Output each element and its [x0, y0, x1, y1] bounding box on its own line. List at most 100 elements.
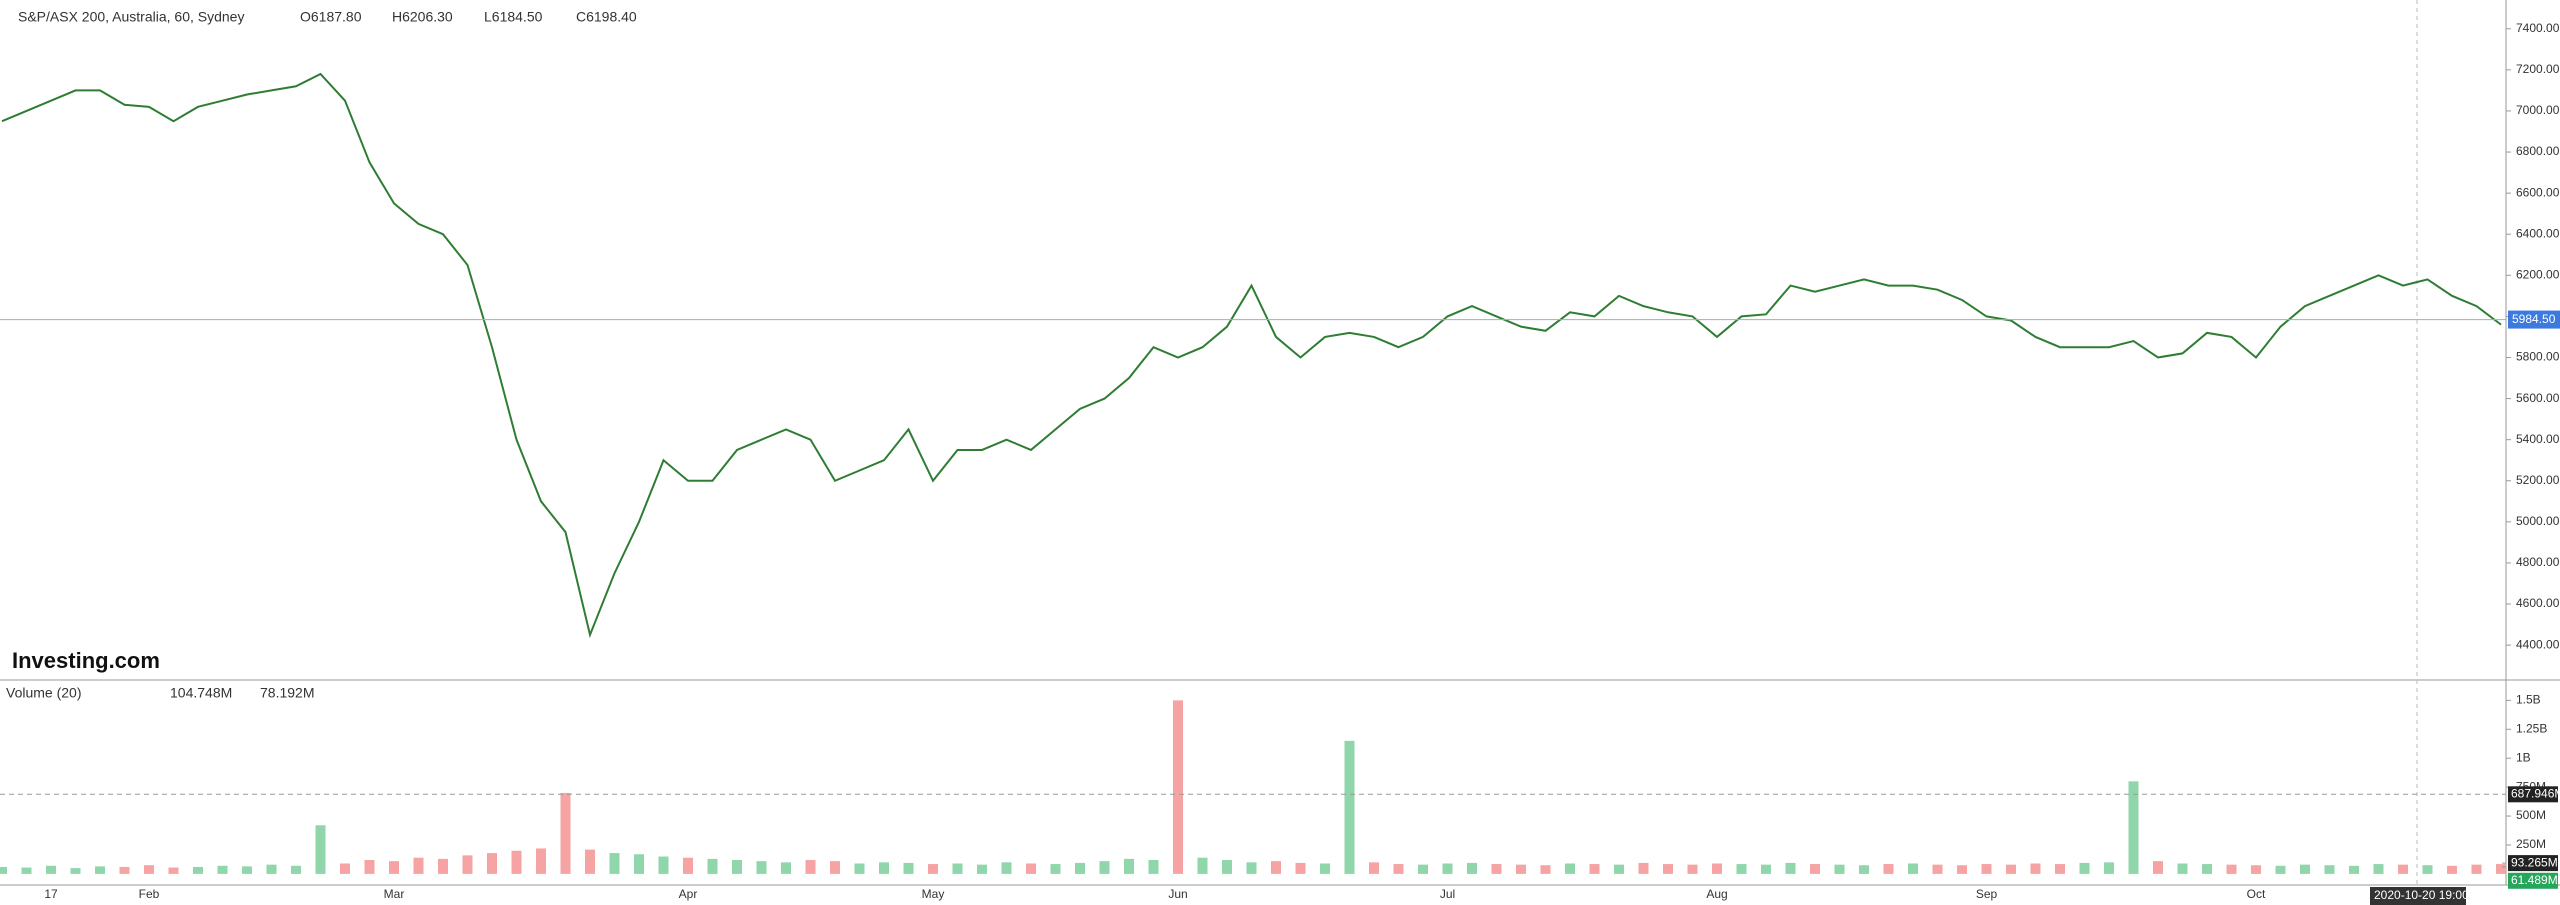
volume-bar — [2079, 862, 2090, 874]
x-tick-label: Oct — [2247, 887, 2266, 901]
volume-bar — [2226, 864, 2237, 874]
volume-bar — [46, 865, 56, 874]
volume-bar — [315, 825, 326, 874]
volume-bar — [144, 865, 154, 874]
y-tick-label: 6600.00 — [2516, 185, 2560, 199]
y-tick-label: 6800.00 — [2516, 144, 2560, 158]
x-tick-label: 17 — [44, 887, 58, 901]
volume-bar — [462, 855, 473, 874]
volume-bar — [2447, 865, 2457, 874]
y-tick-label: 4600.00 — [2516, 596, 2560, 610]
volume-bar — [952, 863, 963, 874]
volume-bar — [536, 848, 546, 874]
volume-bar — [683, 857, 693, 874]
y-tick-label: 5600.00 — [2516, 391, 2560, 405]
volume-bar — [1393, 864, 1404, 874]
ohlc-value: L6184.50 — [484, 9, 543, 25]
volume-bar — [1320, 863, 1330, 874]
last-price-label: 5984.50 — [2512, 312, 2556, 326]
volume-bar — [2104, 862, 2114, 874]
y-tick-label: 4400.00 — [2516, 637, 2560, 651]
volume-bar — [1663, 864, 1673, 874]
volume-bar — [2373, 864, 2384, 874]
y-tick-label: 500M — [2516, 808, 2546, 822]
volume-bar — [1418, 864, 1428, 874]
volume-bar — [1859, 865, 1869, 874]
volume-title: Volume (20) — [6, 685, 81, 701]
volume-bar — [1712, 863, 1722, 874]
volume-bar — [291, 865, 301, 874]
volume-bar — [70, 868, 81, 874]
volume-bar — [2030, 863, 2041, 874]
volume-bar — [2349, 865, 2359, 874]
volume-bar — [756, 861, 767, 874]
volume-bar — [1785, 862, 1796, 874]
volume-bar — [2496, 864, 2506, 874]
volume-bar — [781, 862, 791, 874]
y-tick-label: 5400.00 — [2516, 432, 2560, 446]
volume-bar — [2422, 865, 2433, 874]
volume-tag-label: 93.265M — [2511, 855, 2558, 869]
y-tick-label: 7000.00 — [2516, 103, 2560, 117]
volume-bar — [2398, 864, 2408, 874]
volume-bar — [560, 792, 571, 874]
chart-title: S&P/ASX 200, Australia, 60, Sydney — [18, 9, 244, 25]
volume-bar — [658, 856, 669, 874]
volume-bar — [732, 860, 742, 874]
volume-bar — [2324, 865, 2335, 874]
volume-tag — [2508, 855, 2558, 872]
volume-bar — [340, 863, 350, 874]
x-tick-label: Apr — [679, 887, 698, 901]
volume-bar — [1540, 865, 1551, 874]
y-tick-label: 1.25B — [2516, 721, 2547, 735]
volume-bar — [2251, 865, 2261, 874]
volume-bar — [854, 863, 865, 874]
volume-bar — [2471, 864, 2482, 874]
y-tick-label: 5800.00 — [2516, 350, 2560, 364]
volume-bar — [1001, 862, 1012, 874]
volume-bar — [389, 861, 399, 874]
volume-bar — [413, 857, 424, 874]
x-tick-label: Jun — [1168, 887, 1187, 901]
volume-bar — [2128, 781, 2139, 874]
volume-bar — [1516, 864, 1526, 874]
volume-bar — [928, 864, 938, 874]
volume-bar — [1442, 863, 1453, 874]
volume-bar — [707, 858, 718, 874]
y-tick-label: 6200.00 — [2516, 267, 2560, 281]
volume-bar — [1173, 700, 1183, 874]
volume-bar — [830, 861, 840, 874]
y-tick-label: 7200.00 — [2516, 62, 2560, 76]
brand: Investing.com — [12, 648, 160, 673]
y-tick-label: 4800.00 — [2516, 555, 2560, 569]
ohlc-value: C6198.40 — [576, 9, 637, 25]
volume-tag-label: 687.946M — [2511, 786, 2560, 800]
volume-bar — [585, 849, 595, 874]
y-tick-label: 1.5B — [2516, 693, 2541, 707]
x-tick-label: Sep — [1976, 887, 1998, 901]
x-tick-label: Mar — [384, 887, 405, 901]
volume-bar — [1197, 857, 1208, 874]
volume-bar — [1124, 858, 1134, 874]
volume-bar — [1932, 864, 1943, 874]
volume-bar — [879, 862, 889, 874]
volume-bar — [0, 866, 7, 874]
volume-bar — [438, 858, 448, 874]
volume-value: 104.748M — [170, 685, 232, 701]
volume-bar — [1687, 864, 1698, 874]
volume-bar — [2006, 864, 2016, 874]
volume-bar — [193, 866, 203, 874]
last-price-tag — [2508, 310, 2560, 329]
volume-bar — [1246, 862, 1257, 874]
y-tick-label: 250M — [2516, 837, 2546, 851]
x-tick-label: May — [922, 887, 945, 901]
ohlc-value: H6206.30 — [392, 9, 453, 25]
volume-bar — [1344, 740, 1355, 874]
volume-bar — [1810, 864, 1820, 874]
volume-bar — [1761, 864, 1771, 874]
volume-bar — [903, 862, 914, 874]
price-line — [1, 72, 2502, 639]
volume-bar — [1589, 864, 1600, 874]
time-tag — [2370, 887, 2466, 905]
